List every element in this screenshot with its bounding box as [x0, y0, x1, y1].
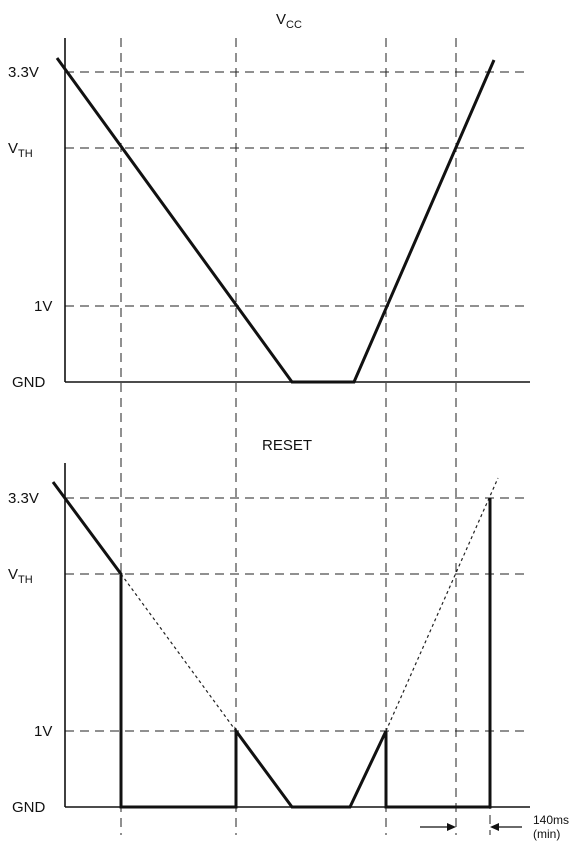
left-arrowhead	[447, 823, 456, 831]
reset-title: RESET	[262, 437, 312, 454]
reset-label-vth: VTH	[8, 566, 33, 586]
right-arrowhead	[490, 823, 499, 831]
timing-annotation: 140ms (min)	[420, 813, 569, 841]
reset-vcc-reference-rising	[385, 477, 499, 732]
delay-label-min: (min)	[533, 827, 560, 841]
vcc-label-vth: VTH	[8, 140, 33, 160]
delay-label-value: 140ms	[533, 813, 569, 827]
reset-label-gnd: GND	[12, 799, 46, 816]
vcc-panel: VCC 3.3V VTH 1V GND	[8, 11, 530, 391]
vcc-label-gnd: GND	[12, 374, 46, 391]
reset-label-3v3: 3.3V	[8, 490, 39, 507]
reset-vcc-reference-falling	[120, 573, 237, 732]
reset-label-1v: 1V	[34, 723, 52, 740]
reset-panel: RESET 3.3V VTH 1V GND	[8, 437, 530, 816]
vcc-title: VCC	[276, 11, 302, 31]
vcc-label-1v: 1V	[34, 298, 52, 315]
vcc-waveform	[55, 57, 496, 384]
reset-waveform	[51, 481, 492, 809]
vcc-label-3v3: 3.3V	[8, 64, 39, 81]
